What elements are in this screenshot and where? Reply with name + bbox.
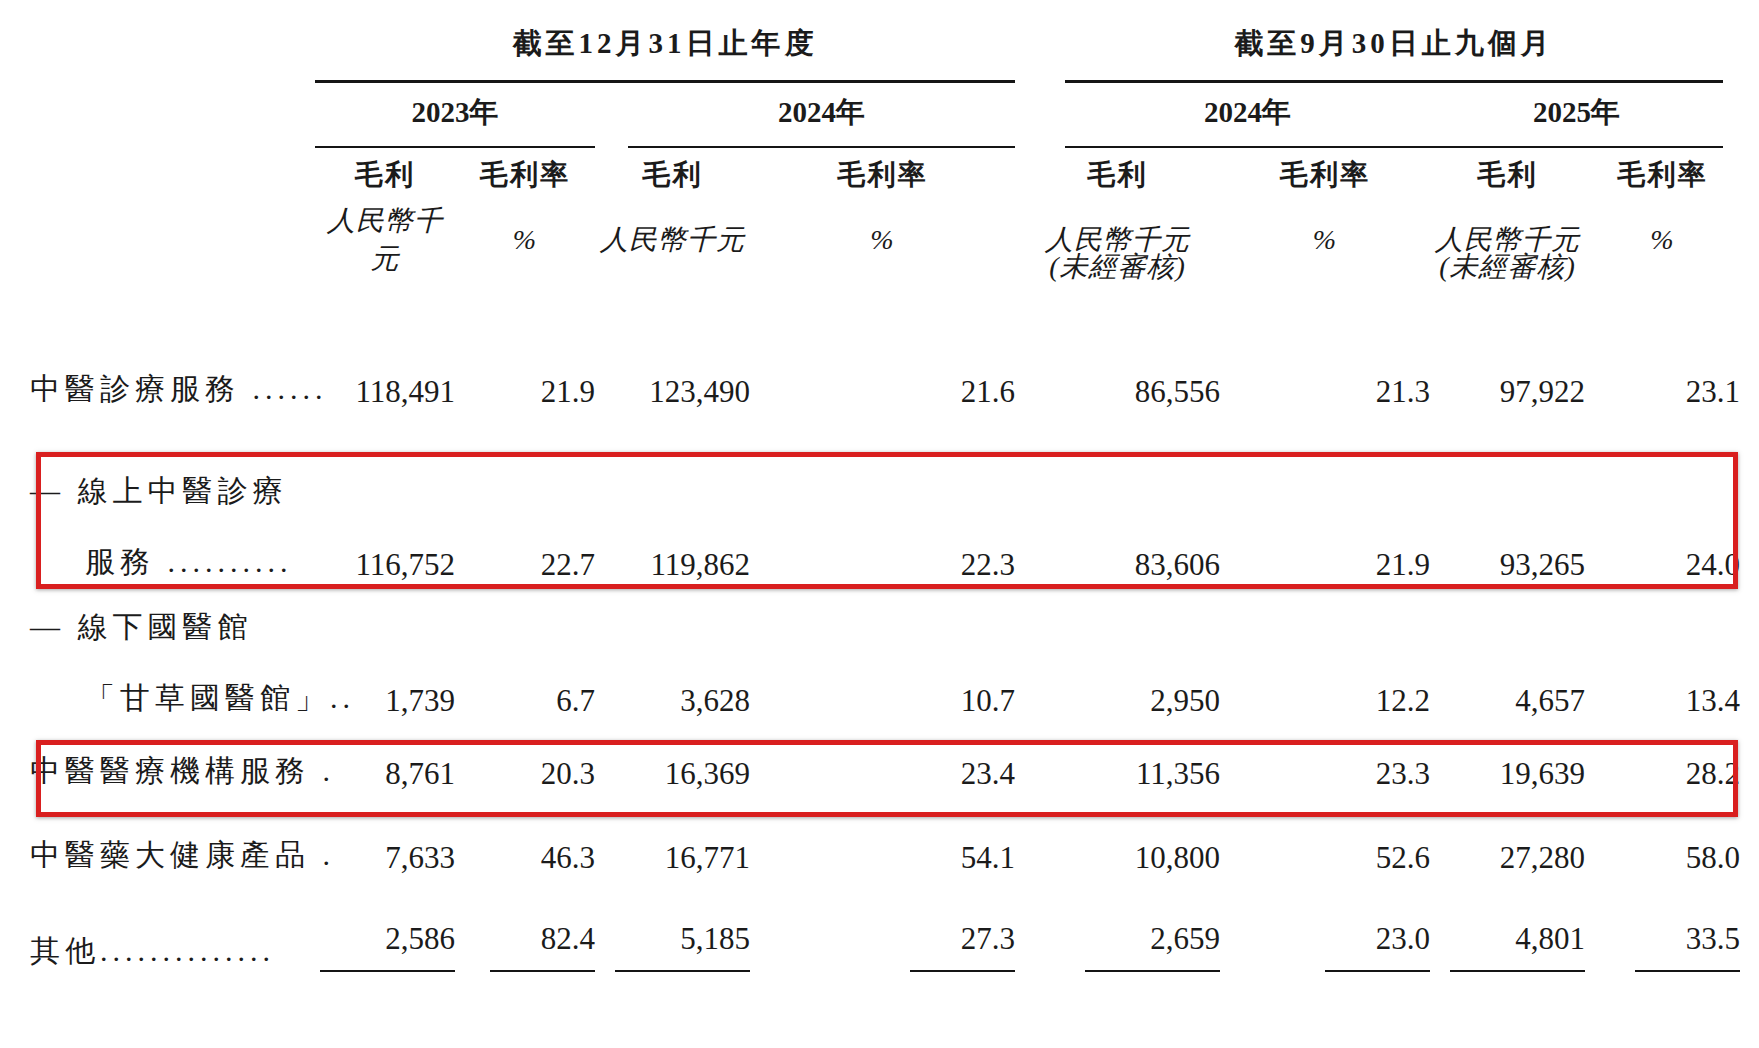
- cell-value: 58.0: [1635, 840, 1740, 876]
- cell-value: 13.4: [1635, 683, 1740, 719]
- cell-value: 22.3: [910, 547, 1015, 583]
- cell-value: 46.3: [490, 840, 595, 876]
- cell-value: 21.9: [490, 374, 595, 410]
- row-label: 服務 ..........: [30, 542, 315, 583]
- cell-value: 86,556: [1085, 374, 1220, 410]
- unit-rmb: 人民幣千元: [315, 202, 455, 278]
- table-row-health-products: 中醫藥大健康產品 . 7,633 46.3 16,771 54.1 10,800…: [30, 808, 1740, 902]
- cell-value: 97,922: [1450, 374, 1585, 410]
- cell-value: 12.2: [1325, 683, 1430, 719]
- table-year-header-row: 2023年 2024年 2024年 2025年: [30, 80, 1740, 148]
- col-header-gross-profit: 毛利: [315, 156, 455, 194]
- col-header-gross-profit: 毛利: [1015, 156, 1220, 194]
- unit-percent: %: [1220, 224, 1430, 256]
- cell-value: 22.7: [490, 547, 595, 583]
- row-label: 其他..............: [30, 931, 315, 972]
- unit-percent: %: [1585, 224, 1740, 256]
- unit-rmb: 人民幣千元: [595, 221, 750, 259]
- cell-value: 16,369: [615, 756, 750, 792]
- table-row-tcm-diagnosis: 中醫診療服務 ...... 118,491 21.9 123,490 21.6 …: [30, 298, 1740, 424]
- cell-value: 23.3: [1325, 756, 1430, 792]
- col-header-gross-margin: 毛利率: [1220, 156, 1430, 194]
- row-label: 中醫醫療機構服務 .: [30, 751, 315, 792]
- cell-value: 54.1: [910, 840, 1015, 876]
- col-header-gross-profit: 毛利: [595, 156, 750, 194]
- table-row-others: 其他.............. 2,586 82.4 5,185 27.3 2…: [30, 902, 1740, 976]
- group-title-9m: 截至9月30日止九個月: [1234, 20, 1554, 64]
- gross-profit-table: 截至12月31日止年度 截至9月30日止九個月 2023年 2024年 2024…: [30, 20, 1740, 1048]
- cell-value: 123,490: [615, 374, 750, 410]
- header-spacer: [30, 80, 315, 148]
- table-row-offline-clinics-line2: 「甘草國醫館」.. 1,739 6.7 3,628 10.7 2,950 12.…: [30, 654, 1740, 735]
- cell-value: 21.6: [910, 374, 1015, 410]
- cell-value: 23.0: [1325, 921, 1430, 972]
- cell-value: 118,491: [320, 374, 455, 410]
- col-header-gross-profit: 毛利: [1430, 156, 1585, 194]
- cell-value: 52.6: [1325, 840, 1430, 876]
- row-label: 中醫診療服務 ......: [30, 369, 315, 410]
- cell-value: 33.5: [1635, 921, 1740, 972]
- cell-value: 2,659: [1085, 921, 1220, 972]
- year-header-2024-fy: 2024年: [595, 80, 1015, 148]
- table-row-total: 總計.............. 137,471 22.8 161,815 23…: [30, 976, 1740, 1048]
- cell-value: 1,739: [320, 683, 455, 719]
- unaudited-note: (未經審核): [1430, 248, 1585, 286]
- table-row-online-services-line2: 服務 .......... 116,752 22.7 119,862 22.3 …: [30, 516, 1740, 595]
- row-label: — 線下國醫館: [30, 607, 1740, 648]
- cell-value: 4,657: [1450, 683, 1585, 719]
- cell-value: 7,633: [320, 840, 455, 876]
- cell-value: 24.0: [1635, 547, 1740, 583]
- cell-value: 10.7: [910, 683, 1015, 719]
- table-unit-header-row: 人民幣千元 % 人民幣千元 % 人民幣千元 % 人民幣千元 %: [30, 202, 1740, 248]
- cell-value: 27.3: [910, 921, 1015, 972]
- cell-value: 16,771: [615, 840, 750, 876]
- group-header-9m: 截至9月30日止九個月: [1015, 20, 1740, 80]
- cell-value: 116,752: [320, 547, 455, 583]
- year-header-2023: 2023年: [315, 80, 595, 148]
- col-header-gross-margin: 毛利率: [1585, 156, 1740, 194]
- cell-value: 27,280: [1450, 840, 1585, 876]
- cell-value: 5,185: [615, 921, 750, 972]
- header-spacer: [30, 20, 315, 80]
- cell-value: 8,761: [320, 756, 455, 792]
- row-label: — 線上中醫診療: [30, 471, 1740, 512]
- cell-value: 119,862: [615, 547, 750, 583]
- year-header-2025: 2025年: [1430, 80, 1740, 148]
- cell-value: 19,639: [1450, 756, 1585, 792]
- table-group-header-row: 截至12月31日止年度 截至9月30日止九個月: [30, 20, 1740, 80]
- cell-value: 23.1: [1635, 374, 1740, 410]
- table-row-online-services-line1: — 線上中醫診療: [30, 424, 1740, 516]
- cell-value: 3,628: [615, 683, 750, 719]
- cell-value: 2,950: [1085, 683, 1220, 719]
- unaudited-note: (未經審核): [1015, 248, 1220, 286]
- cell-value: 21.3: [1325, 374, 1430, 410]
- col-header-gross-margin: 毛利率: [750, 156, 1015, 194]
- row-label: 「甘草國醫館」..: [30, 678, 315, 719]
- table-row-offline-clinics-line1: — 線下國醫館: [30, 595, 1740, 654]
- cell-value: 28.2: [1635, 756, 1740, 792]
- row-label: 中醫藥大健康產品 .: [30, 835, 315, 876]
- cell-value: 10,800: [1085, 840, 1220, 876]
- table-measure-header-row: 毛利 毛利率 毛利 毛利率 毛利 毛利率 毛利 毛利率: [30, 148, 1740, 202]
- group-title-fy: 截至12月31日止年度: [513, 20, 818, 64]
- cell-value: 2,586: [320, 921, 455, 972]
- cell-value: 11,356: [1085, 756, 1220, 792]
- cell-value: 93,265: [1450, 547, 1585, 583]
- unit-percent: %: [750, 224, 1015, 256]
- unit-percent: %: [455, 224, 595, 256]
- group-header-fy: 截至12月31日止年度: [315, 20, 1015, 80]
- cell-value: 21.9: [1325, 547, 1430, 583]
- cell-value: 6.7: [490, 683, 595, 719]
- table-row-institution-services: 中醫醫療機構服務 . 8,761 20.3 16,369 23.4 11,356…: [30, 735, 1740, 808]
- col-header-gross-margin: 毛利率: [455, 156, 595, 194]
- cell-value: 83,606: [1085, 547, 1220, 583]
- cell-value: 4,801: [1450, 921, 1585, 972]
- cell-value: 82.4: [490, 921, 595, 972]
- year-header-2024-9m: 2024年: [1015, 80, 1430, 148]
- cell-value: 20.3: [490, 756, 595, 792]
- cell-value: 23.4: [910, 756, 1015, 792]
